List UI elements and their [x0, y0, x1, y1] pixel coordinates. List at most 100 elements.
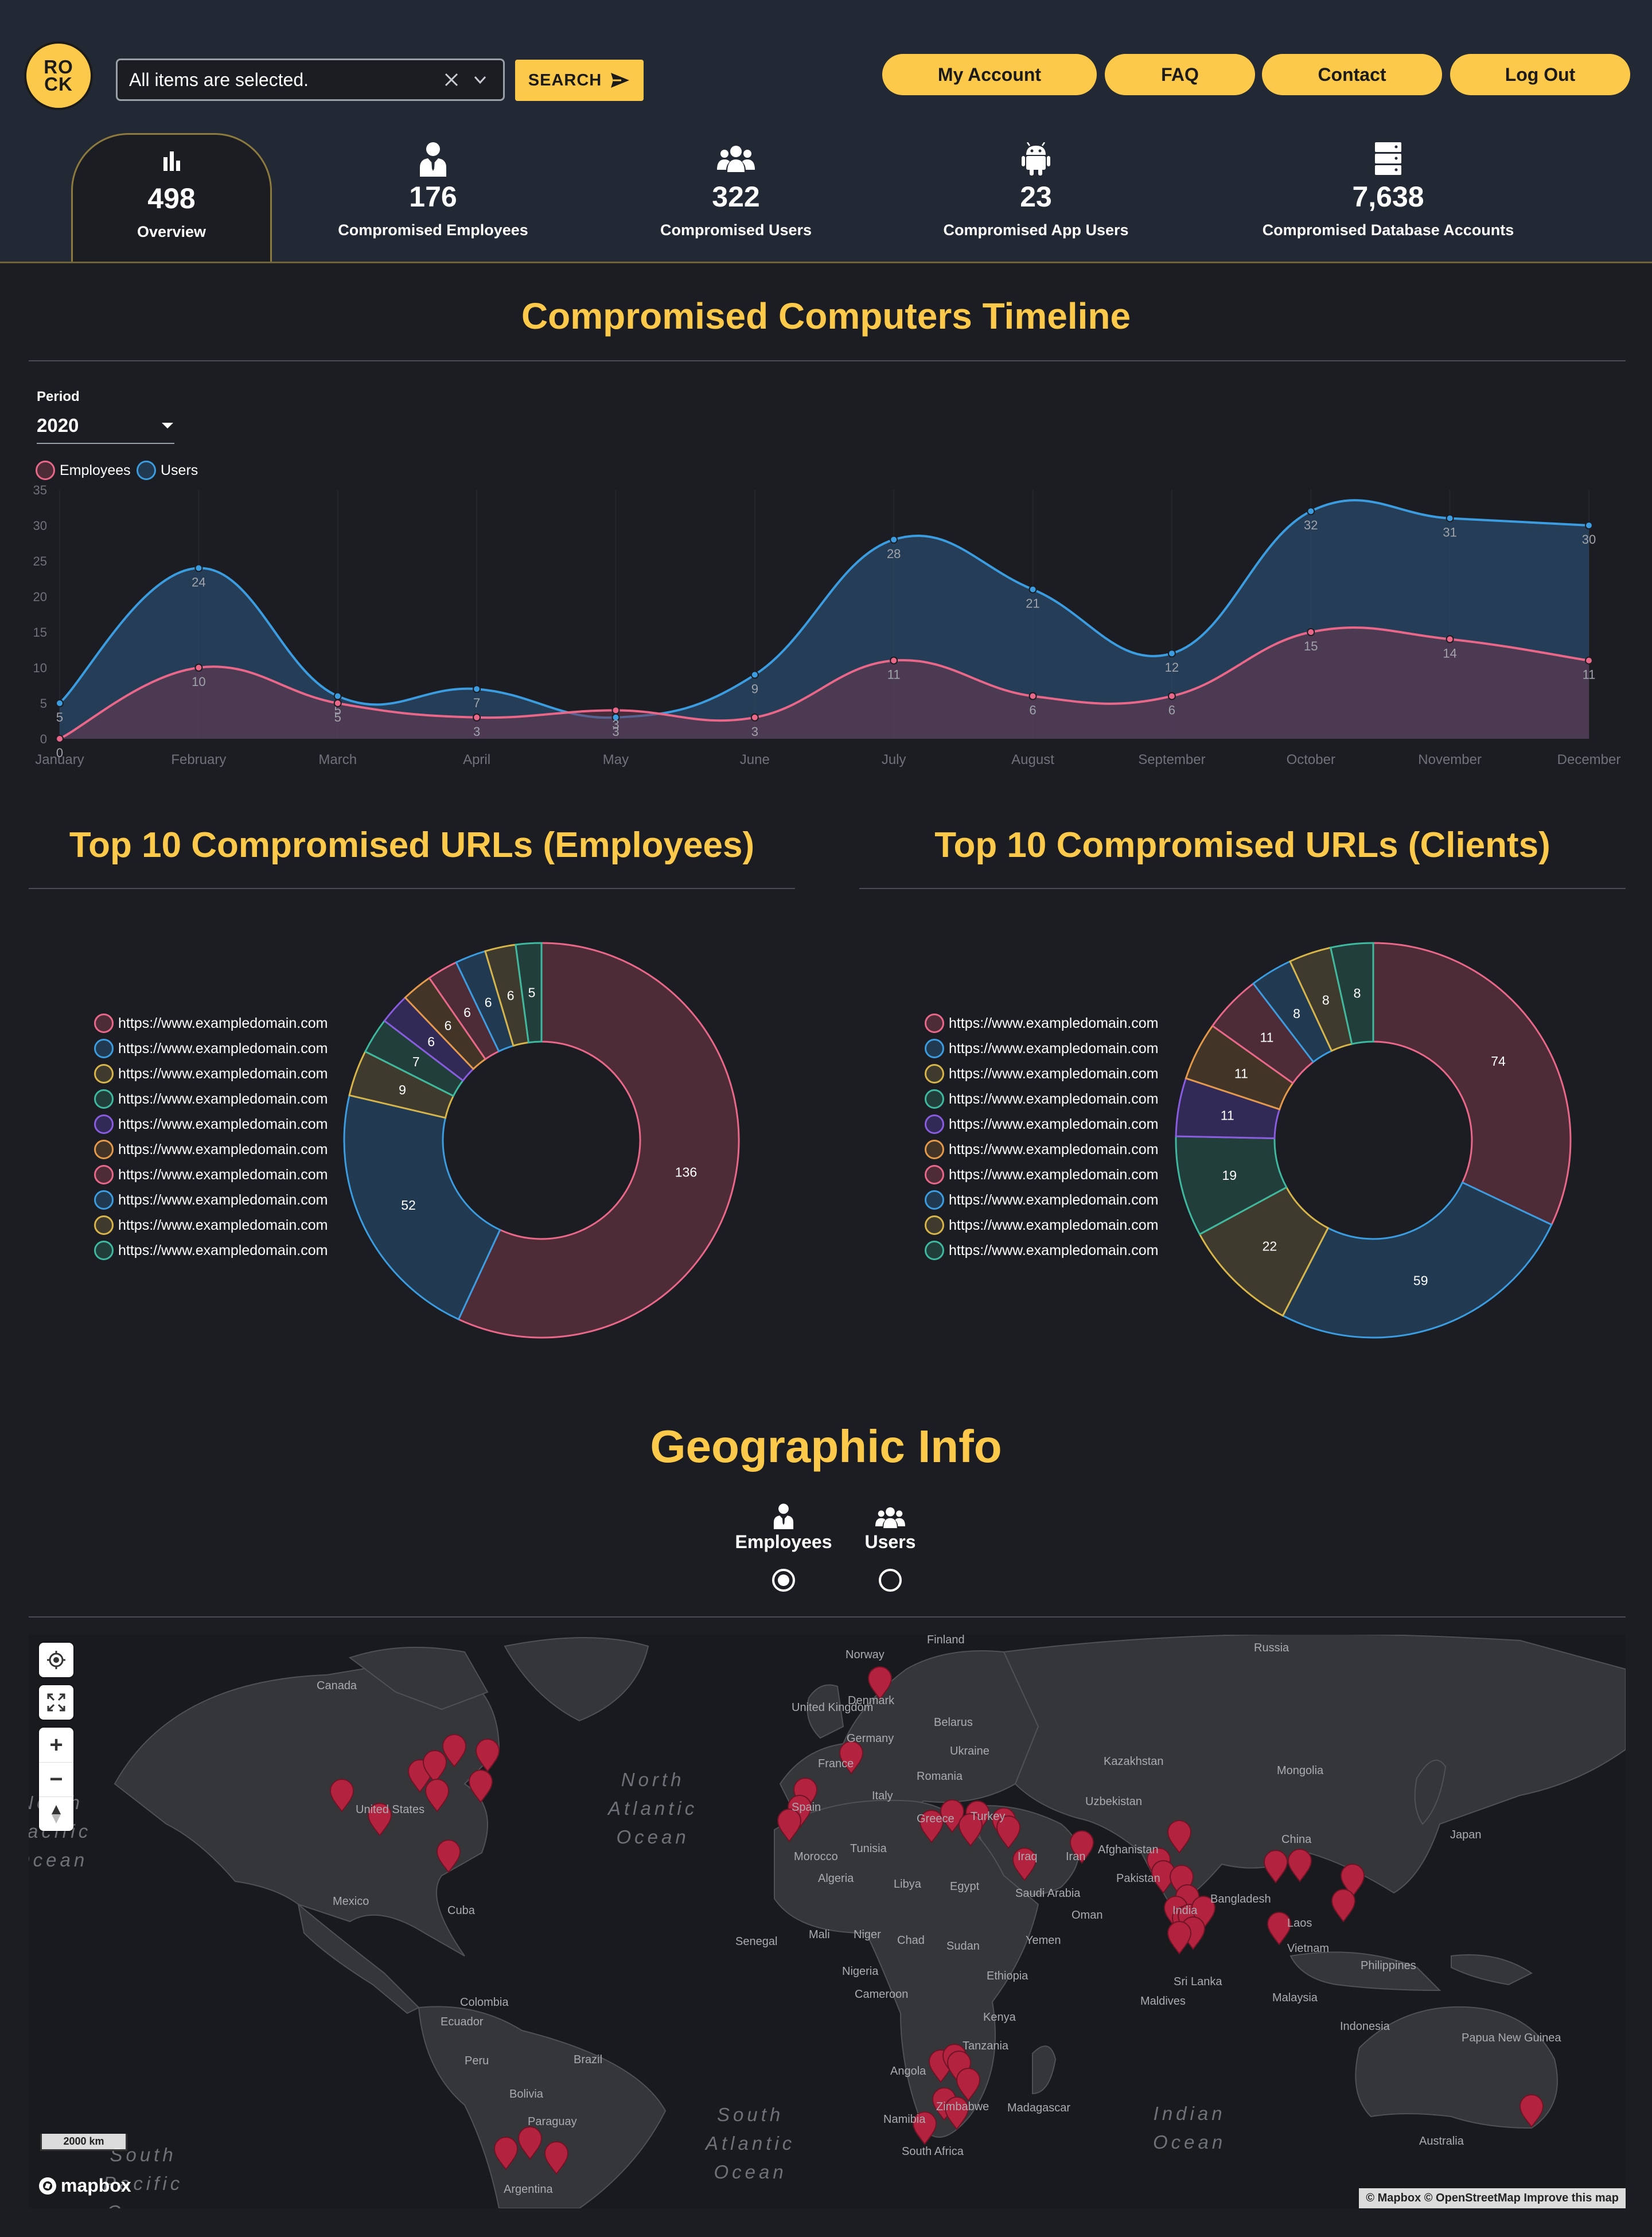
- data-point[interactable]: [890, 535, 898, 544]
- data-point[interactable]: [194, 664, 203, 672]
- zoom-controls[interactable]: + −: [39, 1728, 73, 1831]
- data-point[interactable]: [890, 656, 898, 665]
- tab-compromised-database-accounts[interactable]: 7,638 Compromised Database Accounts: [1233, 133, 1543, 263]
- donut-slice[interactable]: [343, 1094, 501, 1321]
- clear-icon[interactable]: [440, 68, 463, 91]
- legend-item[interactable]: https://www.exampledomain.com: [925, 1215, 1158, 1235]
- map-marker[interactable]: [1267, 1912, 1292, 1946]
- map-marker[interactable]: [1340, 1864, 1365, 1897]
- map-marker[interactable]: [912, 2111, 937, 2145]
- map-markers[interactable]: [329, 1666, 1544, 2175]
- data-point[interactable]: [1446, 635, 1454, 644]
- map-marker[interactable]: [1167, 1820, 1192, 1854]
- data-point[interactable]: [333, 692, 342, 700]
- legend-item[interactable]: https://www.exampledomain.com: [925, 1089, 1158, 1109]
- legend-item[interactable]: https://www.exampledomain.com: [94, 1064, 328, 1084]
- data-point[interactable]: [1307, 507, 1315, 516]
- map-marker[interactable]: [1287, 1849, 1312, 1883]
- world-map[interactable]: Canada United States Mexico Cuba Colombi…: [29, 1635, 1626, 2208]
- map-marker[interactable]: [424, 1779, 450, 1813]
- data-point[interactable]: [1307, 628, 1315, 636]
- map-marker[interactable]: [422, 1750, 447, 1784]
- period-select[interactable]: 2020: [37, 408, 174, 444]
- radio-unselected[interactable]: [879, 1569, 902, 1592]
- legend-item[interactable]: https://www.exampledomain.com: [94, 1241, 328, 1260]
- multi-select-dropdown[interactable]: All items are selected.: [116, 59, 505, 101]
- legend-item[interactable]: https://www.exampledomain.com: [925, 1140, 1158, 1159]
- map-marker[interactable]: [777, 1809, 802, 1842]
- data-point[interactable]: [1446, 514, 1454, 523]
- map-marker[interactable]: [1331, 1889, 1356, 1923]
- legend-item[interactable]: https://www.exampledomain.com: [925, 1114, 1158, 1134]
- donut-slice[interactable]: [1281, 1181, 1553, 1339]
- data-point[interactable]: [1167, 649, 1176, 658]
- map-marker[interactable]: [839, 1741, 864, 1775]
- legend-item[interactable]: https://www.exampledomain.com: [925, 1165, 1158, 1184]
- map-marker[interactable]: [944, 2096, 969, 2130]
- map-marker[interactable]: [867, 1666, 893, 1700]
- tab-compromised-app-users[interactable]: 23 Compromised App Users: [928, 133, 1144, 263]
- map-marker[interactable]: [1012, 1848, 1037, 1881]
- legend-item[interactable]: https://www.exampledomain.com: [925, 1241, 1158, 1260]
- map-marker[interactable]: [436, 1840, 461, 1873]
- geo-option-employees[interactable]: Employees: [732, 1503, 835, 1592]
- map-marker[interactable]: [1519, 2094, 1544, 2128]
- data-point[interactable]: [750, 713, 759, 722]
- brand-logo[interactable]: RO CK: [24, 41, 93, 110]
- data-point[interactable]: [1167, 692, 1176, 700]
- map-marker[interactable]: [493, 2137, 519, 2170]
- fullscreen-button[interactable]: [39, 1685, 73, 1720]
- map-attribution[interactable]: © Mapbox © OpenStreetMap Improve this ma…: [1359, 2188, 1626, 2208]
- tab-overview[interactable]: 498 Overview: [71, 133, 272, 263]
- data-point[interactable]: [56, 735, 64, 743]
- map-marker[interactable]: [1263, 1850, 1288, 1884]
- legend-item[interactable]: https://www.exampledomain.com: [94, 1014, 328, 1033]
- zoom-in-icon[interactable]: +: [49, 1732, 63, 1757]
- legend-item[interactable]: https://www.exampledomain.com: [94, 1114, 328, 1134]
- data-point[interactable]: [1028, 692, 1037, 700]
- faq-button[interactable]: FAQ: [1105, 54, 1255, 95]
- data-point[interactable]: [473, 685, 481, 693]
- map-marker[interactable]: [475, 1739, 500, 1772]
- chevron-down-icon[interactable]: [469, 68, 492, 91]
- legend-item[interactable]: https://www.exampledomain.com: [94, 1190, 328, 1210]
- tab-compromised-users[interactable]: 322 Compromised Users: [625, 133, 847, 263]
- mapbox-logo[interactable]: mapbox: [38, 2175, 131, 2196]
- legend-employees[interactable]: Employees: [36, 459, 131, 482]
- data-point[interactable]: [750, 671, 759, 679]
- legend-item[interactable]: https://www.exampledomain.com: [94, 1215, 328, 1235]
- map-marker[interactable]: [544, 2141, 569, 2175]
- contact-button[interactable]: Contact: [1262, 54, 1442, 95]
- legend-users[interactable]: Users: [137, 459, 198, 482]
- donut-slice[interactable]: [1372, 942, 1572, 1226]
- radio-selected[interactable]: [772, 1569, 795, 1592]
- data-point[interactable]: [194, 564, 203, 572]
- search-button[interactable]: SEARCH: [515, 60, 644, 101]
- zoom-out-icon[interactable]: −: [39, 1762, 73, 1796]
- map-marker[interactable]: [1167, 1921, 1192, 1955]
- map-marker[interactable]: [919, 1810, 944, 1844]
- data-point[interactable]: [611, 706, 620, 715]
- data-point[interactable]: [333, 699, 342, 707]
- donut-slice[interactable]: [1329, 942, 1374, 1045]
- compass-icon[interactable]: [39, 1796, 73, 1831]
- legend-item[interactable]: https://www.exampledomain.com: [94, 1089, 328, 1109]
- map-marker[interactable]: [517, 2126, 543, 2160]
- legend-item[interactable]: https://www.exampledomain.com: [925, 1190, 1158, 1210]
- data-point[interactable]: [473, 713, 481, 722]
- legend-item[interactable]: https://www.exampledomain.com: [925, 1039, 1158, 1058]
- donut-slice[interactable]: [515, 942, 543, 1044]
- tab-compromised-employees[interactable]: 176 Compromised Employees: [321, 133, 545, 263]
- map-marker[interactable]: [1069, 1830, 1094, 1864]
- legend-item[interactable]: https://www.exampledomain.com: [94, 1039, 328, 1058]
- map-marker[interactable]: [367, 1803, 392, 1837]
- geo-option-users[interactable]: Users: [839, 1503, 942, 1592]
- legend-item[interactable]: https://www.exampledomain.com: [94, 1140, 328, 1159]
- map-marker[interactable]: [468, 1770, 493, 1803]
- map-marker[interactable]: [442, 1734, 467, 1768]
- map-marker[interactable]: [956, 2068, 981, 2102]
- map-canvas[interactable]: [29, 1635, 1626, 2208]
- data-point[interactable]: [56, 699, 64, 707]
- map-marker[interactable]: [329, 1779, 354, 1813]
- log-out-button[interactable]: Log Out: [1450, 54, 1630, 95]
